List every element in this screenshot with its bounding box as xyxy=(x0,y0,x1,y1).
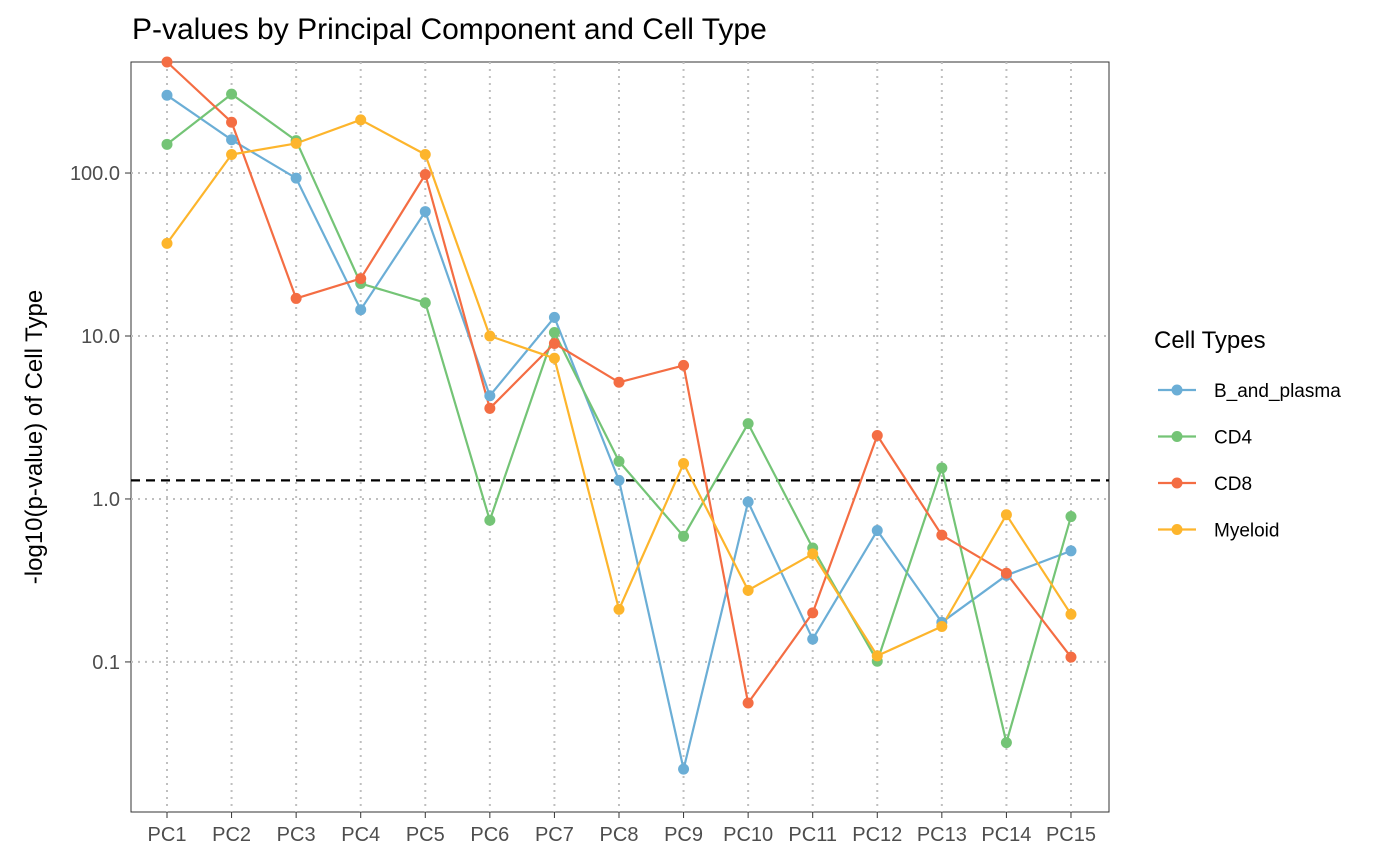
data-point-cd8 xyxy=(548,337,560,349)
legend-key-point xyxy=(1171,384,1183,396)
legend-item-myeloid: Myeloid xyxy=(1158,521,1279,542)
legend-key-point xyxy=(1171,524,1183,535)
x-tick-label: PC13 xyxy=(917,824,967,846)
data-point-cd8 xyxy=(355,273,367,285)
data-point-myeloid xyxy=(742,584,754,596)
data-point-myeloid xyxy=(871,650,883,662)
data-point-cd8 xyxy=(936,529,948,541)
x-tick-label: PC11 xyxy=(788,824,837,846)
y-tick-label: 0.1 xyxy=(92,652,120,674)
data-point-cd4 xyxy=(613,455,625,467)
data-points xyxy=(161,56,1077,775)
legend-title: Cell Types xyxy=(1154,327,1266,354)
legend-item-b-and-plasma: B_and_plasma xyxy=(1158,381,1341,402)
data-point-cd4 xyxy=(161,138,173,150)
data-point-b-and-plasma xyxy=(355,304,367,316)
data-point-b-and-plasma xyxy=(290,172,302,184)
x-tick-label: PC7 xyxy=(535,824,574,846)
x-tick-label: PC3 xyxy=(277,824,316,846)
data-point-myeloid xyxy=(678,458,690,470)
legend-item-cd4: CD4 xyxy=(1158,428,1252,449)
data-point-myeloid xyxy=(936,620,948,632)
x-axis-ticks: PC1 PC2 PC3 PC4 PC5 PC6 PC7 PC8 PC9 PC10 PC11 PC12 P… xyxy=(148,812,1096,846)
x-tick-label: PC15 xyxy=(1046,824,1096,846)
x-tick-label: PC6 xyxy=(470,824,509,846)
x-tick-label: PC2 xyxy=(212,824,251,846)
data-point-cd4 xyxy=(548,327,560,339)
legend: Cell Types B_and_plasma CD4 CD8 Myeloid xyxy=(1154,327,1341,542)
data-point-cd8 xyxy=(290,292,302,304)
legend-label: CD4 xyxy=(1214,428,1252,449)
data-point-cd8 xyxy=(807,607,819,619)
x-tick-label: PC5 xyxy=(406,824,445,846)
data-point-cd4 xyxy=(226,88,238,100)
data-point-b-and-plasma xyxy=(742,496,754,508)
y-axis-title: -log10(p-value) of Cell Type xyxy=(21,290,48,584)
data-point-cd4 xyxy=(484,514,496,526)
legend-label: B_and_plasma xyxy=(1214,381,1341,402)
x-tick-label: PC4 xyxy=(341,824,380,846)
data-point-cd4 xyxy=(678,530,690,542)
grid-lines xyxy=(131,62,1109,812)
data-point-cd8 xyxy=(742,697,754,709)
legend-key-point xyxy=(1171,431,1183,442)
x-tick-label: PC10 xyxy=(723,824,773,846)
x-tick-label: PC8 xyxy=(600,824,639,846)
legend-label: Myeloid xyxy=(1214,521,1279,542)
data-point-b-and-plasma xyxy=(613,474,625,486)
data-point-myeloid xyxy=(290,137,302,149)
data-point-cd8 xyxy=(1000,567,1012,579)
data-point-myeloid xyxy=(548,352,560,364)
data-point-b-and-plasma xyxy=(548,311,560,323)
data-point-cd4 xyxy=(742,418,754,430)
data-point-b-and-plasma xyxy=(807,633,819,645)
x-tick-label: PC12 xyxy=(852,824,902,846)
data-point-b-and-plasma xyxy=(419,206,431,218)
data-point-myeloid xyxy=(613,603,625,615)
data-point-myeloid xyxy=(1065,608,1077,620)
data-point-myeloid xyxy=(484,330,496,342)
plot-panel xyxy=(130,61,1110,813)
y-tick-label: 10.0 xyxy=(81,326,120,348)
data-point-cd4 xyxy=(419,297,431,309)
data-point-myeloid xyxy=(807,548,819,560)
data-point-cd4 xyxy=(1000,737,1012,749)
data-point-cd8 xyxy=(871,430,883,442)
data-point-cd8 xyxy=(226,116,238,128)
data-point-b-and-plasma xyxy=(484,390,496,402)
legend-key-point xyxy=(1171,477,1183,489)
y-tick-label: 100.0 xyxy=(70,163,120,185)
data-point-myeloid xyxy=(1000,509,1012,521)
legend-label: CD8 xyxy=(1214,474,1252,495)
data-point-cd8 xyxy=(484,402,496,414)
data-point-b-and-plasma xyxy=(226,134,238,146)
legend-item-cd8: CD8 xyxy=(1158,474,1252,495)
x-tick-label: PC9 xyxy=(664,824,703,846)
x-tick-label: PC1 xyxy=(148,824,187,846)
data-point-b-and-plasma xyxy=(678,763,690,775)
data-point-b-and-plasma xyxy=(871,525,883,537)
data-point-myeloid xyxy=(419,148,431,160)
data-point-cd8 xyxy=(613,376,625,388)
data-point-myeloid xyxy=(226,148,238,160)
data-point-myeloid xyxy=(161,237,173,249)
data-point-cd8 xyxy=(161,56,173,68)
data-point-cd4 xyxy=(1065,511,1077,523)
data-point-cd4 xyxy=(936,462,948,474)
x-tick-label: PC14 xyxy=(981,824,1031,846)
data-point-b-and-plasma xyxy=(161,89,173,101)
data-point-cd8 xyxy=(419,168,431,180)
data-point-b-and-plasma xyxy=(1065,545,1077,557)
data-point-cd8 xyxy=(1065,651,1077,663)
data-point-myeloid xyxy=(355,114,367,126)
chart-title: P-values by Principal Component and Cell… xyxy=(132,13,767,46)
y-axis-ticks: 0.1 1.0 10.0 100.0 xyxy=(70,163,131,674)
y-tick-label: 1.0 xyxy=(92,489,120,511)
data-point-cd8 xyxy=(678,359,690,371)
